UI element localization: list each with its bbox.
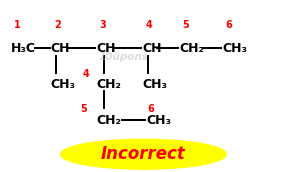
Text: 4: 4: [146, 20, 152, 30]
Text: CH₃: CH₃: [222, 42, 247, 55]
Text: 6: 6: [226, 20, 232, 30]
Text: CH₃: CH₃: [142, 78, 167, 91]
Text: 2: 2: [54, 20, 61, 30]
Text: CH₃: CH₃: [51, 78, 76, 91]
Text: 10üpons: 10üpons: [98, 52, 148, 62]
Text: 1: 1: [14, 20, 21, 30]
Text: 4: 4: [83, 69, 90, 79]
Text: Incorrect: Incorrect: [101, 145, 186, 163]
Text: 6: 6: [148, 104, 154, 114]
Text: CH: CH: [96, 42, 116, 55]
Text: 5: 5: [183, 20, 189, 30]
Text: CH₂: CH₂: [96, 114, 121, 127]
Text: CH₂: CH₂: [96, 78, 121, 91]
Text: 3: 3: [100, 20, 106, 30]
Text: CH₃: CH₃: [146, 114, 171, 127]
Text: CH: CH: [142, 42, 162, 55]
Ellipse shape: [61, 139, 226, 169]
Text: CH₂: CH₂: [179, 42, 204, 55]
Text: CH: CH: [51, 42, 70, 55]
Text: 5: 5: [80, 104, 87, 114]
Text: H₃C: H₃C: [11, 42, 36, 55]
